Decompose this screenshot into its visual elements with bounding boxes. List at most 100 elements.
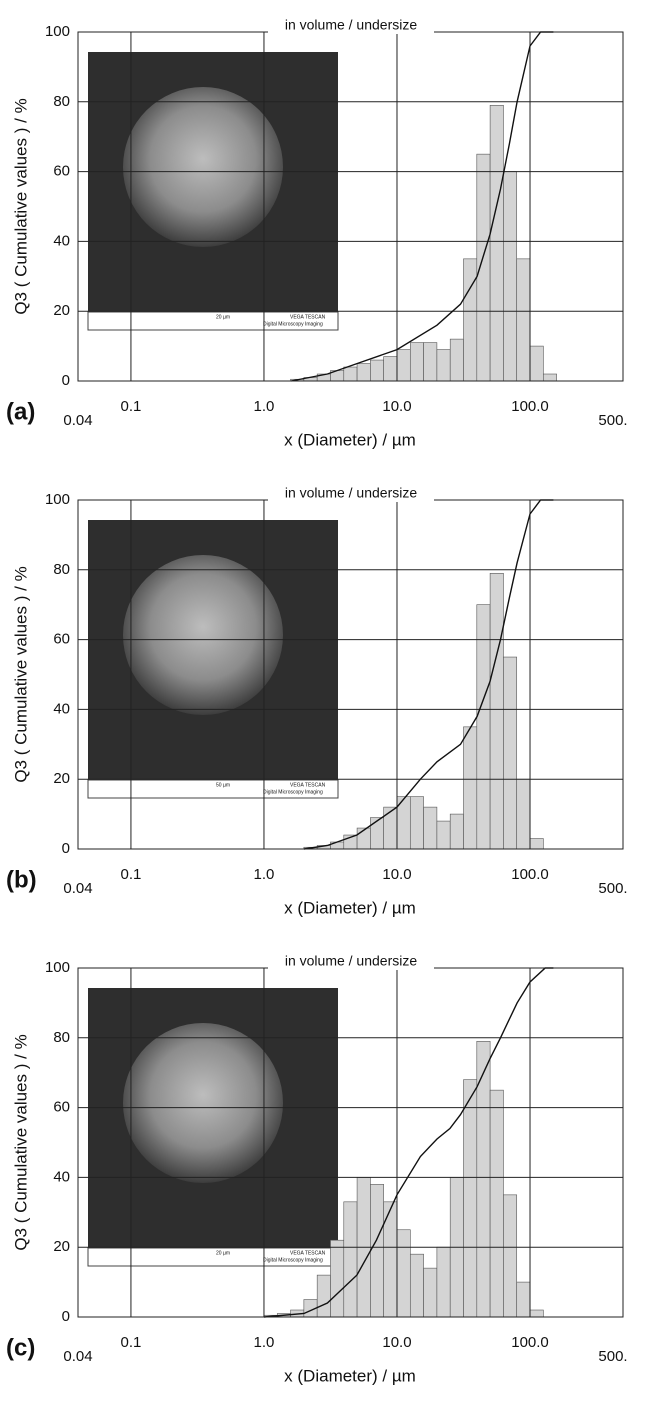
- histogram-bar: [477, 605, 490, 849]
- histogram-bar: [517, 1282, 530, 1317]
- y-tick-label: 0: [62, 840, 70, 857]
- histogram-bar: [424, 1268, 437, 1317]
- histogram-bar: [450, 339, 463, 381]
- histogram-bar: [384, 807, 397, 849]
- chart-title: in volume / undersize: [285, 485, 418, 501]
- histogram-bar: [477, 154, 490, 381]
- x-tick-label: 100.0: [511, 1334, 549, 1351]
- y-tick-label: 40: [53, 700, 70, 717]
- sem-caption: Digital Microscopy Imaging: [263, 789, 323, 795]
- x-tick-label: 10.0: [382, 1334, 411, 1351]
- y-tick-label: 100: [45, 959, 70, 976]
- histogram-bar: [490, 105, 503, 381]
- histogram-bar: [344, 367, 357, 381]
- histogram-bar: [357, 364, 370, 381]
- histogram-bar: [330, 1240, 343, 1317]
- y-axis-label: Q3 ( Cumulative values ) / %: [11, 566, 30, 782]
- sem-particle: [123, 87, 283, 247]
- y-axis-label: Q3 ( Cumulative values ) / %: [11, 98, 30, 314]
- histogram-bar: [410, 797, 423, 849]
- panel-label: (c): [6, 1334, 35, 1361]
- histogram-bar: [410, 1254, 423, 1317]
- y-tick-label: 80: [53, 1029, 70, 1046]
- x-tick-label: 100.0: [511, 398, 549, 415]
- sem-caption: Digital Microscopy Imaging: [263, 1257, 323, 1263]
- sem-scale: 20 µm: [216, 1250, 230, 1256]
- x-axis-label: x (Diameter) / µm: [284, 1366, 416, 1385]
- x-tick-label: 1.0: [254, 398, 275, 415]
- histogram-bar: [357, 828, 370, 849]
- histogram-bar: [397, 350, 410, 381]
- chart-title: in volume / undersize: [285, 953, 418, 969]
- histogram-bar: [317, 1275, 330, 1317]
- x-tick-label: 100.0: [511, 866, 549, 883]
- histogram-bar: [437, 1247, 450, 1317]
- y-axis-label: Q3 ( Cumulative values ) / %: [11, 1034, 30, 1250]
- histogram-bar: [463, 259, 476, 381]
- sem-brand: VEGA TESCAN: [290, 1250, 326, 1256]
- x-axis-label: x (Diameter) / µm: [284, 430, 416, 449]
- histogram-bar: [344, 1202, 357, 1317]
- x-tick-label: 10.0: [382, 398, 411, 415]
- histogram-bar: [463, 727, 476, 849]
- y-tick-label: 40: [53, 1168, 70, 1185]
- y-tick-label: 100: [45, 491, 70, 508]
- x-tick-label: 500.: [598, 1348, 627, 1365]
- histogram-bar: [517, 779, 530, 849]
- sem-caption: Digital Microscopy Imaging: [263, 321, 323, 327]
- y-tick-label: 20: [53, 1238, 70, 1255]
- y-tick-label: 0: [62, 372, 70, 389]
- histogram-bar: [503, 657, 516, 849]
- panel-label: (a): [6, 398, 35, 425]
- histogram-bar: [370, 818, 383, 849]
- histogram-bar: [410, 343, 423, 381]
- x-tick-label: 0.1: [121, 1334, 142, 1351]
- histogram-bar: [397, 1230, 410, 1317]
- x-tick-label: 0.1: [121, 398, 142, 415]
- y-tick-label: 20: [53, 770, 70, 787]
- x-tick-label: 0.04: [63, 412, 92, 429]
- histogram-bar: [503, 172, 516, 381]
- sem-scale: 50 µm: [216, 782, 230, 788]
- y-tick-label: 20: [53, 302, 70, 319]
- histogram-bar: [490, 573, 503, 849]
- histogram-bar: [424, 343, 437, 381]
- panel-label: (b): [6, 866, 37, 893]
- chart-title: in volume / undersize: [285, 17, 418, 33]
- histogram-bar: [530, 346, 543, 381]
- histogram-bar: [503, 1195, 516, 1317]
- y-tick-label: 40: [53, 232, 70, 249]
- histogram-bar: [463, 1080, 476, 1317]
- x-tick-label: 1.0: [254, 1334, 275, 1351]
- y-tick-label: 80: [53, 561, 70, 578]
- sem-scale: 20 µm: [216, 314, 230, 320]
- histogram-bar: [517, 259, 530, 381]
- x-axis-label: x (Diameter) / µm: [284, 898, 416, 917]
- y-tick-label: 60: [53, 163, 70, 180]
- y-tick-label: 0: [62, 1308, 70, 1325]
- x-tick-label: 1.0: [254, 866, 275, 883]
- histogram-bar: [543, 374, 556, 381]
- x-tick-label: 0.04: [63, 1348, 92, 1365]
- y-tick-label: 80: [53, 93, 70, 110]
- histogram-bar: [530, 1310, 543, 1317]
- histogram-bar: [490, 1090, 503, 1317]
- histogram-bar: [530, 839, 543, 849]
- x-tick-label: 10.0: [382, 866, 411, 883]
- x-tick-label: 0.1: [121, 866, 142, 883]
- x-tick-label: 0.04: [63, 880, 92, 897]
- y-tick-label: 60: [53, 1099, 70, 1116]
- histogram-bar: [384, 357, 397, 381]
- y-tick-label: 100: [45, 23, 70, 40]
- sem-brand: VEGA TESCAN: [290, 782, 326, 788]
- figure: 20 µmVEGA TESCANDigital Microscopy Imagi…: [0, 0, 646, 1404]
- x-tick-label: 500.: [598, 412, 627, 429]
- y-tick-label: 60: [53, 631, 70, 648]
- histogram-bar: [370, 1184, 383, 1317]
- sem-brand: VEGA TESCAN: [290, 314, 326, 320]
- x-tick-label: 500.: [598, 880, 627, 897]
- histogram-bar: [437, 821, 450, 849]
- histogram-bar: [450, 814, 463, 849]
